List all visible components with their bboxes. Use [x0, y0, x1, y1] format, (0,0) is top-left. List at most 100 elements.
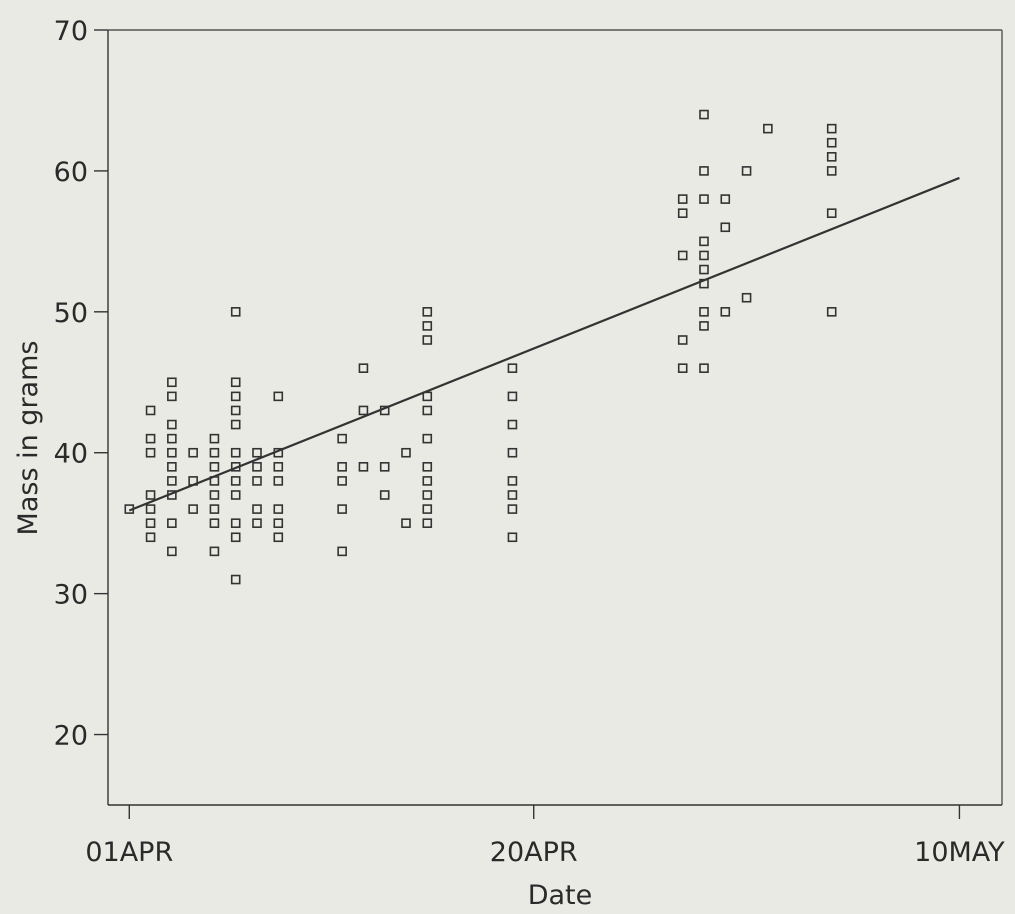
data-point [167, 518, 177, 528]
data-point [209, 447, 220, 458]
data-point [252, 447, 262, 458]
data-point [826, 307, 837, 317]
data-point [422, 321, 433, 331]
x-tick-label: 20APR [490, 837, 578, 868]
data-point [741, 166, 752, 176]
y-axis: 20 30 40 50 60 70 [54, 16, 109, 805]
regression-line [128, 176, 960, 512]
data-point [337, 476, 347, 486]
data-point [188, 504, 198, 514]
data-point [379, 490, 390, 500]
data-point [677, 208, 688, 218]
data-point [252, 476, 262, 486]
data-point [507, 476, 518, 486]
data-point [699, 236, 709, 247]
data-point [358, 405, 369, 416]
data-point [167, 377, 177, 388]
data-point [826, 137, 837, 148]
data-point [699, 321, 709, 331]
plot-frame [108, 29, 1003, 805]
data-point [507, 363, 518, 373]
data-point [167, 462, 177, 472]
data-point [677, 335, 688, 345]
regression-line-path [128, 176, 960, 512]
data-point [209, 490, 220, 500]
data-point [209, 462, 220, 472]
data-point [167, 419, 177, 430]
data-point [826, 166, 837, 176]
data-point [145, 490, 156, 500]
data-point [699, 194, 709, 204]
data-point [720, 194, 731, 204]
data-point [145, 504, 156, 514]
data-point [167, 391, 177, 402]
data-point [422, 462, 433, 472]
data-point [230, 574, 241, 585]
data-point [167, 433, 177, 444]
data-point [826, 123, 837, 134]
data-point [826, 208, 837, 218]
x-tick-label: 10MAY [914, 837, 1005, 868]
data-point [252, 518, 262, 528]
data-point [422, 307, 433, 317]
data-point [507, 419, 518, 430]
data-point [401, 518, 411, 528]
data-point [209, 518, 220, 528]
data-point [273, 518, 284, 528]
data-point [230, 518, 241, 528]
data-point [209, 546, 220, 557]
data-point [720, 222, 731, 233]
data-point [699, 250, 709, 261]
data-point [145, 447, 156, 458]
data-point [167, 546, 177, 557]
data-point [167, 476, 177, 486]
data-point [230, 307, 241, 317]
data-point [252, 504, 262, 514]
data-point [145, 433, 156, 444]
y-axis-title: Mass in grams [13, 341, 44, 536]
data-point [379, 462, 390, 472]
data-point [699, 109, 709, 120]
data-point [699, 264, 709, 275]
y-tick-label: 50 [54, 298, 88, 329]
data-point [401, 447, 411, 458]
data-point [230, 419, 241, 430]
y-tick-label: 70 [54, 16, 88, 47]
data-point [337, 504, 347, 514]
data-point [422, 391, 433, 402]
data-point [422, 335, 433, 345]
data-point [507, 532, 518, 543]
data-point [422, 490, 433, 500]
data-point [209, 504, 220, 514]
data-point [230, 377, 241, 388]
data-point [145, 405, 156, 416]
data-point [230, 391, 241, 402]
data-point [422, 518, 433, 528]
y-tick-label: 60 [54, 157, 88, 188]
data-point [337, 433, 347, 444]
data-point [507, 447, 518, 458]
data-point [167, 447, 177, 458]
data-point [230, 405, 241, 416]
data-point [358, 363, 369, 373]
data-point [145, 532, 156, 543]
data-point [507, 490, 518, 500]
data-point [230, 490, 241, 500]
data-point [273, 476, 284, 486]
data-point [763, 123, 773, 134]
data-point [337, 546, 347, 557]
data-point [145, 518, 156, 528]
data-point [677, 363, 688, 373]
data-point [188, 447, 198, 458]
data-point [252, 462, 262, 472]
data-point [677, 250, 688, 261]
data-point [422, 476, 433, 486]
data-point [337, 462, 347, 472]
data-point [699, 363, 709, 373]
y-tick-label: 20 [54, 721, 88, 752]
data-point [826, 152, 837, 162]
data-point [209, 433, 220, 444]
data-points [124, 109, 837, 585]
data-point [699, 166, 709, 176]
data-point [230, 447, 241, 458]
